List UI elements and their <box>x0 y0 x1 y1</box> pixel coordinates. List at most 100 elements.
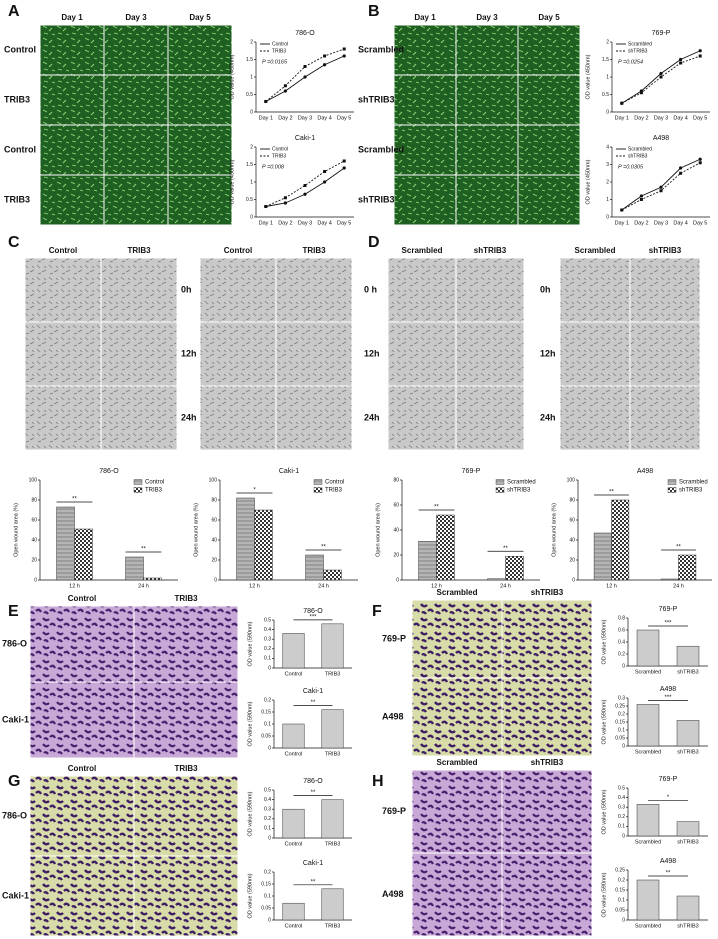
micrograph <box>30 856 134 936</box>
point <box>679 171 683 175</box>
row-label: 12h <box>364 348 380 358</box>
bar <box>436 514 455 581</box>
micrograph <box>134 776 238 856</box>
x-tick-label: Control <box>285 841 303 847</box>
bar <box>676 645 700 667</box>
x-tick-label: 24 h <box>500 583 511 589</box>
y-tick-label: 0.2 <box>264 816 271 822</box>
y-tick-label: 3 <box>606 162 609 168</box>
y-tick-label: 0.3 <box>618 805 625 811</box>
legend-swatch <box>313 487 323 493</box>
x-tick-label: Day 2 <box>634 220 648 226</box>
x-tick-label: TRIB3 <box>325 923 341 929</box>
y-tick-label: 0.05 <box>261 733 271 739</box>
y-tick-label: 1 <box>250 179 253 185</box>
panel-label: D <box>368 234 380 251</box>
y-tick-label: 0.2 <box>264 646 271 652</box>
y-axis-label: OD value (590nm) <box>601 699 607 744</box>
y-tick-label: 0 <box>268 917 271 923</box>
y-tick-label: 80 <box>31 497 37 503</box>
y-tick-label: 0 <box>572 577 575 583</box>
y-tick-label: 0 <box>268 665 271 671</box>
point <box>659 189 663 193</box>
micrograph <box>276 258 352 322</box>
legend-label: TRIB3 <box>272 153 286 159</box>
chart-title: Caki-1 <box>295 135 315 142</box>
bar <box>282 633 305 669</box>
x-tick-label: Day 4 <box>317 220 331 226</box>
x-tick-label: 24 h <box>138 583 149 589</box>
column-label: Scrambled <box>437 758 478 767</box>
y-tick-label: 0.4 <box>264 627 271 633</box>
point <box>698 49 702 53</box>
y-tick-label: 0.3 <box>618 695 625 701</box>
point <box>264 205 268 208</box>
micrograph <box>456 125 518 175</box>
micrograph <box>104 175 168 225</box>
x-tick-label: Day 1 <box>615 220 629 226</box>
micrograph <box>394 125 456 175</box>
micrograph <box>456 258 524 322</box>
panel-label: G <box>8 773 20 790</box>
y-tick-label: 100 <box>209 477 218 483</box>
point <box>323 63 327 67</box>
x-tick-label: Day 1 <box>259 115 273 121</box>
micrograph <box>394 175 456 225</box>
significance: ** <box>676 545 681 551</box>
y-tick-label: 40 <box>393 527 399 533</box>
chart-title: 786-O <box>295 30 315 37</box>
bar <box>74 528 93 581</box>
column-label: Scrambled <box>575 246 616 255</box>
row-label: Scrambled <box>358 44 404 54</box>
y-tick-label: 0.1 <box>264 893 271 899</box>
y-tick-label: 0.2 <box>618 651 625 657</box>
legend-label: TRIB3 <box>272 48 286 54</box>
micrograph <box>134 856 238 936</box>
micrograph <box>394 75 456 125</box>
x-tick-label: Scrambled <box>635 669 661 675</box>
x-tick-label: Scrambled <box>635 923 661 929</box>
y-tick-label: 0.2 <box>264 697 271 703</box>
micrograph <box>630 258 700 322</box>
micrograph <box>101 258 177 322</box>
micrograph <box>560 322 630 386</box>
x-tick-label: Day 4 <box>673 115 687 121</box>
chart-title: A498 <box>660 858 676 865</box>
significance: ** <box>434 505 439 511</box>
micrograph <box>276 386 352 450</box>
x-tick-label: Day 5 <box>337 220 351 226</box>
micrograph <box>456 75 518 125</box>
point <box>639 194 644 198</box>
chart-title: A498 <box>660 686 676 693</box>
panel-label: C <box>8 234 20 251</box>
legend-label: Scrambled <box>628 41 652 47</box>
micrograph <box>456 386 524 450</box>
micrograph <box>412 770 502 853</box>
point <box>303 65 307 68</box>
y-tick-label: 1 <box>250 74 253 80</box>
row-label: Caki-1 <box>2 890 29 900</box>
significance: ** <box>72 497 77 503</box>
legend-label: Control <box>325 480 344 486</box>
row-label: 24h <box>364 412 380 422</box>
y-axis-label: OD value (590nm) <box>601 789 607 834</box>
bar <box>321 888 344 921</box>
y-axis-label: Open wound area (%) <box>551 503 557 557</box>
micrograph <box>25 258 101 322</box>
column-label: Day 5 <box>538 13 560 22</box>
y-tick-label: 1.5 <box>246 162 253 168</box>
micrograph <box>25 386 101 450</box>
point <box>620 101 624 105</box>
micrograph <box>104 125 168 175</box>
micrograph <box>456 175 518 225</box>
y-axis-label: OD value (450nm) <box>229 159 235 204</box>
y-tick-label: 0.5 <box>246 92 253 98</box>
micrograph <box>388 386 456 450</box>
y-tick-label: 40 <box>569 537 575 543</box>
y-tick-label: 20 <box>211 557 217 563</box>
chart-title: 786-O <box>303 608 323 615</box>
chart-title: A498 <box>637 468 653 475</box>
x-tick-label: TRIB3 <box>325 671 341 677</box>
bar <box>418 541 437 581</box>
column-label: Day 5 <box>189 13 211 22</box>
